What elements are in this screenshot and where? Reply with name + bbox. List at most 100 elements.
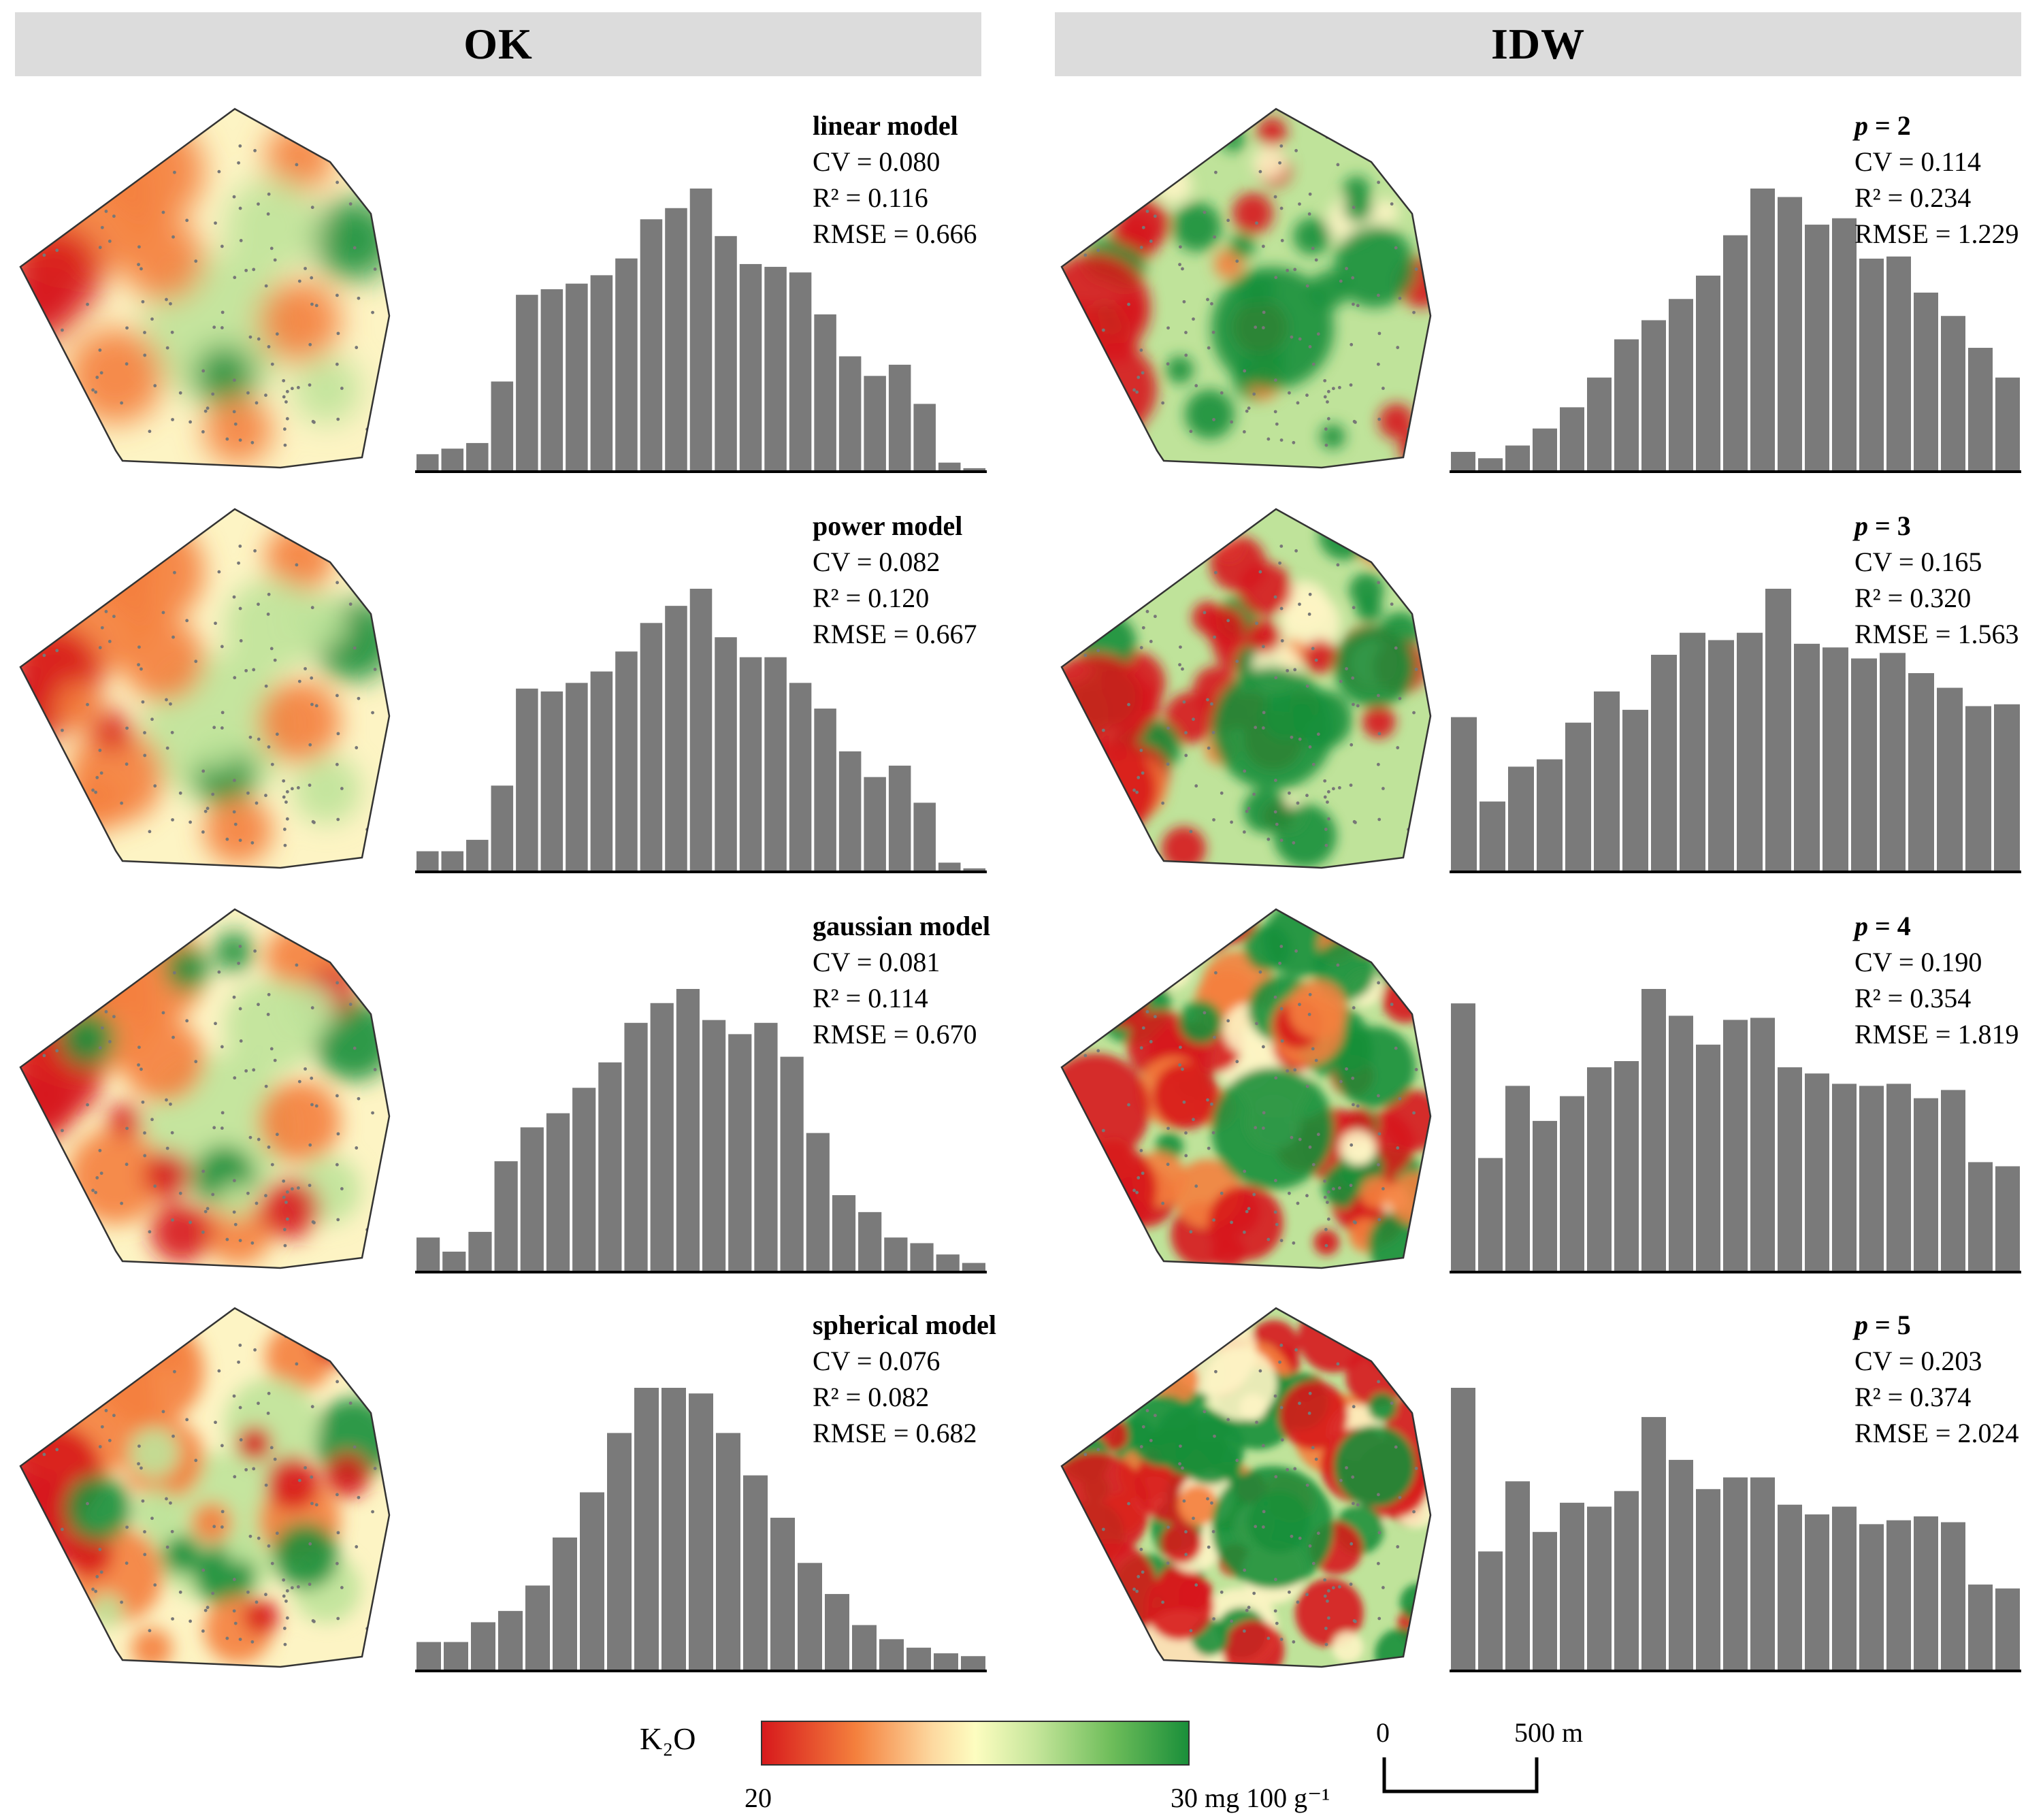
- histogram-bar: [864, 376, 886, 471]
- histogram-bar: [961, 1656, 985, 1670]
- histogram-bar: [806, 1133, 830, 1271]
- idw-header-label: IDW: [1490, 20, 1586, 68]
- stats-rmse: RMSE = 1.563: [1854, 619, 2019, 649]
- stats-r2: R² = 0.374: [1854, 1382, 1972, 1412]
- stats-title: gaussian model: [813, 908, 990, 944]
- stats-rmse: RMSE = 0.666: [813, 218, 977, 249]
- field-map-svg: [1060, 508, 1432, 869]
- histogram-bar: [1968, 348, 1993, 471]
- histogram-bar: [466, 442, 489, 471]
- histogram-bar: [444, 1642, 468, 1670]
- histogram-bar: [884, 1237, 908, 1271]
- histogram-bar: [879, 1639, 904, 1670]
- histogram-bar: [441, 449, 464, 471]
- histogram-bar: [468, 1231, 492, 1271]
- histogram-bar: [1914, 1098, 1938, 1271]
- histogram-bar: [1914, 292, 1938, 471]
- histogram-bar: [1480, 801, 1505, 871]
- histogram-bar: [1723, 1020, 1748, 1271]
- histogram-bar: [1941, 1090, 1965, 1271]
- histogram-bar: [838, 751, 862, 871]
- stats-r2: R² = 0.120: [813, 583, 930, 613]
- histogram-bar: [689, 189, 713, 471]
- stats-title: power model: [813, 508, 977, 544]
- histogram-bar: [1451, 1003, 1475, 1271]
- field-map-ok: [14, 904, 395, 1285]
- stats-block: power model CV = 0.082 R² = 0.120 RMSE = 0.…: [813, 508, 977, 652]
- field-map-idw: [1055, 103, 1436, 485]
- stats-block: linear model CV = 0.080 R² = 0.116 RMSE = 0…: [813, 108, 977, 252]
- histogram-bar: [1941, 1522, 1965, 1670]
- stats-block: p = 5 CV = 0.203 R² = 0.374 RMSE = 2.024: [1854, 1307, 2019, 1451]
- stats-r2: R² = 0.114: [813, 983, 928, 1013]
- histogram-bar: [491, 785, 514, 871]
- histogram-bar: [441, 851, 464, 871]
- histogram-bar: [1750, 189, 1775, 471]
- histogram-bar: [1587, 1067, 1612, 1271]
- histogram-bar: [1614, 339, 1639, 471]
- legend-color-ramp: [761, 1721, 1190, 1766]
- histogram-bar: [1859, 258, 1884, 471]
- histogram-bar: [1451, 717, 1477, 871]
- histogram-bar: [754, 1022, 778, 1271]
- histogram-bar: [1805, 1073, 1829, 1271]
- histogram-bar: [1859, 1086, 1884, 1271]
- field-map-ok: [14, 103, 395, 485]
- field-boundary: [19, 108, 391, 469]
- histogram-bar: [1505, 1086, 1530, 1271]
- legend-label: K₂O: [640, 1721, 696, 1756]
- field-map-ok: [14, 504, 395, 885]
- stats-cv: CV = 0.076: [813, 1346, 941, 1376]
- field-map-svg: [19, 1307, 391, 1668]
- histogram-bar: [832, 1195, 856, 1271]
- histogram-bar: [525, 1585, 550, 1670]
- histogram-bar: [1880, 653, 1906, 871]
- stats-block: spherical model CV = 0.076 R² = 0.082 RMSE …: [813, 1307, 996, 1451]
- histogram-bar: [825, 1593, 849, 1670]
- histogram-bar: [615, 258, 638, 471]
- legend-max-label: 30 mg 100 g⁻¹: [1171, 1783, 1330, 1813]
- histogram-bar: [1778, 197, 1802, 471]
- histogram-bar: [676, 989, 700, 1271]
- histogram-bar: [1995, 1588, 2020, 1670]
- stats-title: p = 4: [1854, 908, 2019, 944]
- histogram-bar: [715, 235, 737, 471]
- histogram-bar: [1908, 672, 1934, 871]
- histogram-bar: [416, 454, 439, 471]
- field-map-svg: [1060, 1307, 1432, 1668]
- stats-title-text: spherical model: [813, 1310, 996, 1340]
- histogram-bar: [814, 314, 836, 471]
- histogram-bar: [888, 765, 911, 871]
- field-boundary: [1060, 908, 1432, 1269]
- histogram-bar: [1941, 316, 1965, 471]
- field-map-ok: [14, 1303, 395, 1684]
- stats-block: p = 3 CV = 0.165 R² = 0.320 RMSE = 1.563: [1854, 508, 2019, 652]
- histogram-bar: [1805, 225, 1829, 471]
- field-map-idw: [1055, 904, 1436, 1285]
- histogram-bar: [442, 1251, 466, 1271]
- histogram-bar: [888, 364, 911, 471]
- stats-title: p = 2: [1854, 108, 2019, 144]
- stats-block: gaussian model CV = 0.081 R² = 0.114 RMSE =…: [813, 908, 990, 1052]
- histogram-bar: [1451, 451, 1475, 471]
- stats-cv: CV = 0.080: [813, 146, 941, 177]
- histogram-bar: [1533, 428, 1557, 471]
- histogram-bar: [906, 1647, 931, 1670]
- histogram-bar: [1614, 1491, 1639, 1670]
- histogram-bar: [1669, 299, 1693, 471]
- histogram-bar: [852, 1625, 877, 1670]
- scale-bar-end-label: 500 m: [1514, 1717, 1584, 1748]
- histogram-bar: [934, 1653, 958, 1670]
- histogram-bar: [1794, 643, 1820, 871]
- histogram-bar: [416, 1642, 441, 1670]
- histogram-idw: [1450, 189, 2021, 473]
- histogram-bar: [789, 683, 812, 871]
- field-boundary: [19, 508, 391, 869]
- stats-cv: CV = 0.081: [813, 947, 941, 977]
- stats-block: p = 2 CV = 0.114 R² = 0.234 RMSE = 1.229: [1854, 108, 2019, 252]
- histogram-bar: [1832, 218, 1857, 471]
- stats-cv: CV = 0.082: [813, 547, 941, 577]
- stats-title-text: = 3: [1868, 510, 1911, 541]
- field-boundary: [1060, 508, 1432, 869]
- histogram-bar: [1805, 1514, 1829, 1670]
